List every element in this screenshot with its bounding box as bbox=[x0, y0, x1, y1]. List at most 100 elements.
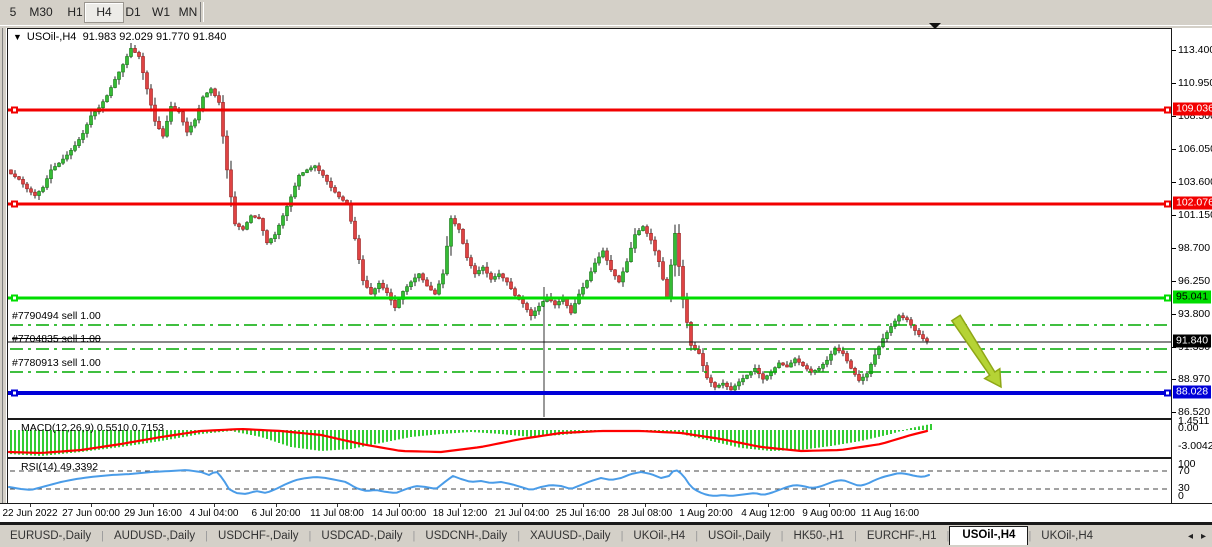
tab-separator: | bbox=[620, 530, 624, 542]
time-axis-label: 22 Jun 2022 bbox=[2, 508, 58, 519]
timeframe-button-5[interactable]: 5 bbox=[9, 5, 17, 19]
chart-tab-ukoil-h4[interactable]: UKOil-,H4 bbox=[1041, 530, 1094, 542]
price-axis-label: 110.950 bbox=[1178, 77, 1212, 89]
price-axis[interactable]: 113.400110.950108.500106.050103.600101.1… bbox=[1171, 28, 1212, 503]
chart-tab-ukoil-h4[interactable]: UKOil-,H4 bbox=[633, 530, 686, 542]
chart-tab-usoil-h4[interactable]: USOil-,H4 bbox=[949, 525, 1029, 545]
time-axis-label: 6 Jul 20:00 bbox=[251, 508, 301, 519]
axis-tick bbox=[1172, 248, 1176, 249]
chart-tab-usdcad-daily[interactable]: USDCAD-,Daily bbox=[321, 530, 403, 542]
axis-tick bbox=[1172, 347, 1176, 348]
chevron-down-icon[interactable]: ▼ bbox=[13, 32, 22, 42]
time-axis-tick bbox=[91, 504, 92, 507]
time-axis-tick bbox=[337, 504, 338, 507]
time-axis-tick bbox=[829, 504, 830, 507]
price-badge-109.036: 109.036 bbox=[1173, 102, 1212, 116]
time-axis-tick bbox=[768, 504, 769, 507]
time-axis-label: 11 Jul 08:00 bbox=[310, 508, 364, 519]
chart-tab-audusd-daily[interactable]: AUDUSD-,Daily bbox=[114, 530, 196, 542]
order-label-1: #7704835 sell 1.00 bbox=[12, 333, 101, 345]
window-splitter[interactable] bbox=[0, 522, 1212, 525]
chart-tab-usdchf-daily[interactable]: USDCHF-,Daily bbox=[218, 530, 299, 542]
rsi-axis-label: 0 bbox=[1178, 490, 1184, 502]
time-axis-tick bbox=[399, 504, 400, 507]
tab-scroll-arrows: ◂ ▸ bbox=[1188, 531, 1206, 542]
rsi-axis-label: 30 bbox=[1178, 482, 1190, 494]
macd-axis-label: -3.0042 bbox=[1178, 440, 1212, 452]
tab-separator: | bbox=[854, 530, 857, 542]
rsi-axis-label: 100 bbox=[1178, 458, 1196, 470]
time-axis-label: 14 Jul 00:00 bbox=[371, 508, 427, 519]
timeframe-button-w1[interactable]: W1 bbox=[152, 5, 170, 19]
time-axis-tick bbox=[214, 504, 215, 507]
chart-tab-usdcnh-daily[interactable]: USDCNH-,Daily bbox=[425, 530, 508, 542]
tab-separator: | bbox=[780, 530, 784, 542]
tab-scroll-right-icon[interactable]: ▸ bbox=[1200, 530, 1206, 542]
chart-shift-marker-icon[interactable] bbox=[929, 23, 941, 29]
tab-separator: | bbox=[205, 530, 209, 542]
chart-symbol-label: USOil-,H4 bbox=[26, 31, 77, 43]
timeframe-button-d1[interactable]: D1 bbox=[125, 5, 141, 19]
chart-tab-hk50-h1[interactable]: HK50-,H1 bbox=[793, 530, 845, 542]
price-axis-label: 88.970 bbox=[1178, 373, 1211, 385]
chart-tab-xauusd-daily[interactable]: XAUUSD-,Daily bbox=[530, 530, 611, 542]
time-axis-label: 29 Jun 16:00 bbox=[124, 508, 182, 519]
chart-ohlc-values: 91.983 92.029 91.770 91.840 bbox=[82, 31, 227, 43]
time-axis-tick bbox=[706, 504, 707, 507]
price-badge-95.041: 95.041 bbox=[1173, 290, 1212, 304]
price-axis-label: 103.600 bbox=[1178, 176, 1212, 188]
time-axis-tick bbox=[276, 504, 277, 507]
price-axis-label: 113.400 bbox=[1178, 44, 1212, 56]
timeframe-button-mn[interactable]: MN bbox=[178, 5, 198, 19]
tab-separator: | bbox=[1028, 530, 1032, 542]
rsi-chart bbox=[8, 469, 1169, 497]
chart-tab-usoil-daily[interactable]: USOil-,Daily bbox=[708, 530, 771, 542]
axis-tick bbox=[1172, 116, 1176, 117]
axis-tick bbox=[1172, 215, 1176, 216]
timeframe-button-h1[interactable]: H1 bbox=[67, 5, 83, 19]
tab-scroll-left-icon[interactable]: ◂ bbox=[1187, 530, 1193, 542]
macd-indicator-pane[interactable]: MACD(12,26,9) 0.5510 0.7153 bbox=[7, 419, 1172, 458]
time-axis-label: 9 Aug 00:00 bbox=[802, 508, 856, 519]
time-axis-tick bbox=[30, 504, 31, 507]
price-axis-label: 93.800 bbox=[1178, 308, 1211, 320]
price-axis-label: 106.050 bbox=[1178, 143, 1212, 155]
tab-separator: | bbox=[308, 530, 312, 542]
rsi-label: RSI(14) 49.3392 bbox=[21, 461, 99, 473]
order-label-2: #7780913 sell 1.00 bbox=[12, 357, 101, 369]
price-axis-label: 96.250 bbox=[1178, 275, 1211, 287]
price-chart-pane[interactable] bbox=[7, 28, 1172, 419]
time-axis-label: 21 Jul 04:00 bbox=[494, 508, 550, 519]
time-axis-label: 4 Aug 12:00 bbox=[741, 508, 795, 519]
macd-axis-label: 0.00 bbox=[1178, 422, 1199, 434]
chart-tab-eurusd-daily[interactable]: EURUSD-,Daily bbox=[10, 530, 92, 542]
time-axis-label: 18 Jul 12:00 bbox=[432, 508, 488, 519]
tab-separator: | bbox=[695, 530, 699, 542]
toolbar-separator bbox=[200, 2, 204, 22]
time-axis-label: 25 Jul 16:00 bbox=[555, 508, 611, 519]
axis-tick bbox=[1172, 314, 1176, 315]
time-axis-label: 1 Aug 20:00 bbox=[679, 508, 733, 519]
macd-axis-label: 1.4511 bbox=[1178, 415, 1210, 427]
axis-tick bbox=[1172, 379, 1176, 380]
axis-tick bbox=[1172, 281, 1176, 282]
tab-separator: | bbox=[517, 530, 521, 542]
timeframe-button-h4[interactable]: H4 bbox=[84, 2, 124, 23]
candlestick-chart[interactable] bbox=[8, 29, 1171, 418]
axis-tick bbox=[1172, 412, 1176, 413]
tab-separator: | bbox=[412, 530, 416, 542]
time-axis-tick bbox=[460, 504, 461, 507]
timeframe-button-m30[interactable]: M30 bbox=[29, 5, 53, 19]
price-axis-label: 86.520 bbox=[1178, 406, 1211, 418]
left-groove bbox=[2, 28, 7, 522]
time-axis-tick bbox=[890, 504, 891, 507]
timeframe-toolbar: 5 M30 H1 H4 D1 W1 MN bbox=[0, 0, 1212, 26]
chart-tab-eurchf-h1[interactable]: EURCHF-,H1 bbox=[866, 530, 937, 542]
chart-title: ▼ USOil-,H4 91.983 92.029 91.770 91.840 bbox=[13, 31, 226, 43]
rsi-indicator-pane[interactable]: RSI(14) 49.3392 bbox=[7, 458, 1172, 505]
price-badge-102.076: 102.076 bbox=[1173, 196, 1212, 210]
time-axis[interactable]: 22 Jun 2022 27 Jun 00:00 29 Jun 16:00 4 Jul… bbox=[0, 503, 1212, 523]
time-axis-label: 4 Jul 04:00 bbox=[189, 508, 239, 519]
time-axis-tick bbox=[522, 504, 523, 507]
